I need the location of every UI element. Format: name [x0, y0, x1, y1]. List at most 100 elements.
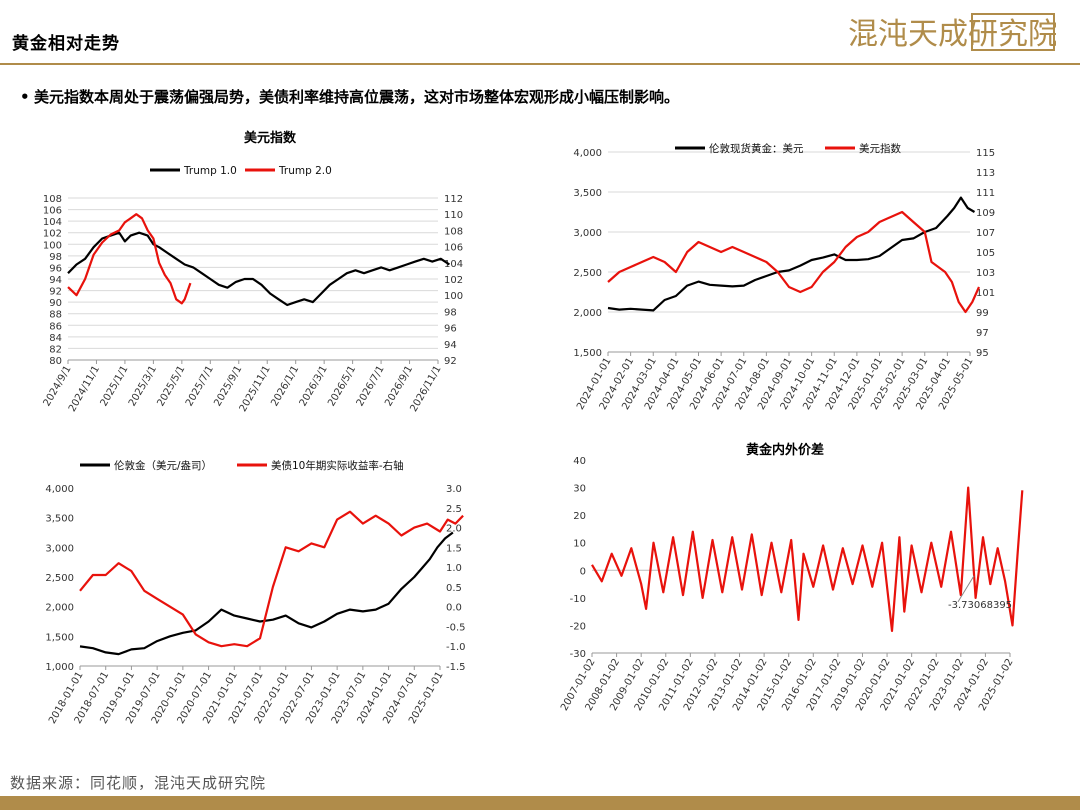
bullet-marker: •: [20, 88, 30, 106]
y2-tick-label: 103: [976, 268, 995, 279]
x-tick-label: 2024/9/1: [42, 364, 74, 408]
y-tick-label: 104: [43, 217, 62, 228]
y2-tick-label: 108: [444, 226, 463, 237]
x-tick-label: 2025/9/1: [212, 364, 244, 408]
legend-label: 伦敦现货黄金：美元: [709, 142, 804, 155]
y2-tick-label: 98: [444, 307, 457, 318]
x-tick-label: 2025/1/1: [99, 364, 131, 408]
y2-tick-label: 100: [444, 291, 463, 302]
chart-title: 美元指数: [244, 130, 297, 146]
y-tick-label: 2,500: [573, 268, 602, 279]
y-tick-label: 30: [573, 484, 586, 495]
y2-tick-label: 95: [976, 348, 989, 359]
series-line-2: [67, 213, 192, 305]
y2-tick-label: 1.5: [446, 543, 462, 554]
y-tick-label: 0: [580, 566, 586, 577]
footer-source: 数据来源：同花顺，混沌天成研究院: [10, 774, 267, 792]
x-tick-label: 2026/1/1: [269, 364, 301, 408]
y-tick-label: 1,000: [45, 662, 74, 673]
annotation-label: -3.73068395: [948, 600, 1012, 611]
series-line-1: [607, 196, 976, 312]
y2-tick-label: 104: [444, 259, 463, 270]
page-title: 黄金相对走势: [12, 34, 120, 54]
chart-dollar-index: 美元指数808284868890929496981001021041061089…: [42, 130, 463, 414]
y-tick-label: 96: [49, 263, 62, 274]
y2-tick-label: 115: [976, 148, 995, 159]
y2-tick-label: 107: [976, 228, 995, 239]
y-tick-label: 88: [49, 310, 62, 321]
y-tick-label: 3,000: [573, 228, 602, 239]
summary-text: 美元指数本周处于震荡偏强局势，美债利率维持高位震荡，这对市场整体宏观形成小幅压制…: [34, 88, 680, 106]
y2-tick-label: 2.0: [446, 524, 462, 535]
y2-tick-label: 3.0: [446, 484, 462, 495]
y2-tick-label: -1.5: [446, 662, 466, 673]
legend-label: 美元指数: [859, 142, 901, 155]
y2-tick-label: 0.5: [446, 583, 462, 594]
x-tick-label: 2025/7/1: [184, 364, 216, 408]
y2-tick-label: 101: [976, 288, 995, 299]
y-tick-label: 3,500: [45, 514, 74, 525]
y-tick-label: 100: [43, 240, 62, 251]
legend-label: 美债10年期实际收益率-右轴: [271, 459, 404, 472]
y-tick-label: 92: [49, 287, 62, 298]
y2-tick-label: 0.0: [446, 603, 462, 614]
y-tick-label: 4,000: [573, 148, 602, 159]
legend-label: Trump 2.0: [278, 165, 332, 177]
y-tick-label: 3,000: [45, 543, 74, 554]
y-tick-label: 4,000: [45, 484, 74, 495]
y2-tick-label: 96: [444, 324, 457, 335]
y-tick-label: 108: [43, 194, 62, 205]
y2-tick-label: 2.5: [446, 504, 462, 515]
header: 黄金相对走势 混沌天成研究院: [0, 0, 1080, 65]
y-tick-label: 86: [49, 321, 62, 332]
series-line-1: [67, 231, 451, 307]
series-line-1: [79, 531, 454, 656]
series-line-2: [607, 210, 981, 314]
y-tick-label: 82: [49, 344, 62, 355]
y2-tick-label: 94: [444, 340, 457, 351]
annotation-leader: [957, 575, 975, 603]
y-tick-label: 2,000: [573, 308, 602, 319]
y-tick-label: 1,500: [573, 348, 602, 359]
y-tick-label: 20: [573, 511, 586, 522]
chart-gold-vs-real-yield: 1,000 1,500 2,000 2,500 3,000 3,500 4,000 -1.5 -…: [45, 459, 466, 726]
y-tick-label: 102: [43, 229, 62, 240]
y-tick-label: 106: [43, 206, 62, 217]
x-tick-label: 2025/3/1: [127, 364, 159, 408]
chart-title: 黄金内外价差: [746, 442, 824, 458]
x-tick-label: 2025/5/1: [155, 364, 187, 408]
y2-tick-label: 112: [444, 194, 463, 205]
y2-tick-label: 113: [976, 168, 995, 179]
series-line-2: [79, 510, 464, 648]
x-tick-label: 2026/9/1: [383, 364, 415, 408]
y2-tick-label: 97: [976, 328, 989, 339]
y-tick-label: 90: [49, 298, 62, 309]
y-tick-label: 98: [49, 252, 62, 263]
header-rule: [0, 63, 1080, 65]
y-tick-label: 1,500: [45, 632, 74, 643]
y2-tick-label: 106: [444, 243, 463, 254]
y2-tick-label: -0.5: [446, 622, 466, 633]
y-tick-label: 2,000: [45, 603, 74, 614]
y2-tick-label: 92: [444, 356, 457, 367]
svg-text:混沌天成研究院: 混沌天成研究院: [848, 17, 1056, 52]
chart-gold-spread: 黄金内外价差-30-20-100102030402007-01-022008-0…: [559, 442, 1024, 713]
y-tick-label: 94: [49, 275, 62, 286]
x-tick-label: 2026/7/1: [355, 364, 387, 408]
logo-icon: 混沌天成研究院: [848, 13, 1056, 52]
y-tick-label: 80: [49, 356, 62, 367]
y2-tick-label: 109: [976, 208, 995, 219]
y-tick-label: 84: [49, 333, 62, 344]
y2-tick-label: 1.0: [446, 563, 462, 574]
y-tick-label: -30: [570, 649, 586, 660]
legend-label: 伦敦金（美元/盎司）: [114, 459, 212, 472]
y-tick-label: -20: [570, 621, 586, 632]
y2-tick-label: 99: [976, 308, 989, 319]
y-tick-label: 2,500: [45, 573, 74, 584]
y-tick-label: -10: [570, 594, 586, 605]
x-tick-label: 2026/5/1: [326, 364, 358, 408]
y2-tick-label: 105: [976, 248, 995, 259]
legend-label: Trump 1.0: [183, 165, 237, 177]
y2-tick-label: -1.0: [446, 642, 466, 653]
y2-tick-label: 102: [444, 275, 463, 286]
